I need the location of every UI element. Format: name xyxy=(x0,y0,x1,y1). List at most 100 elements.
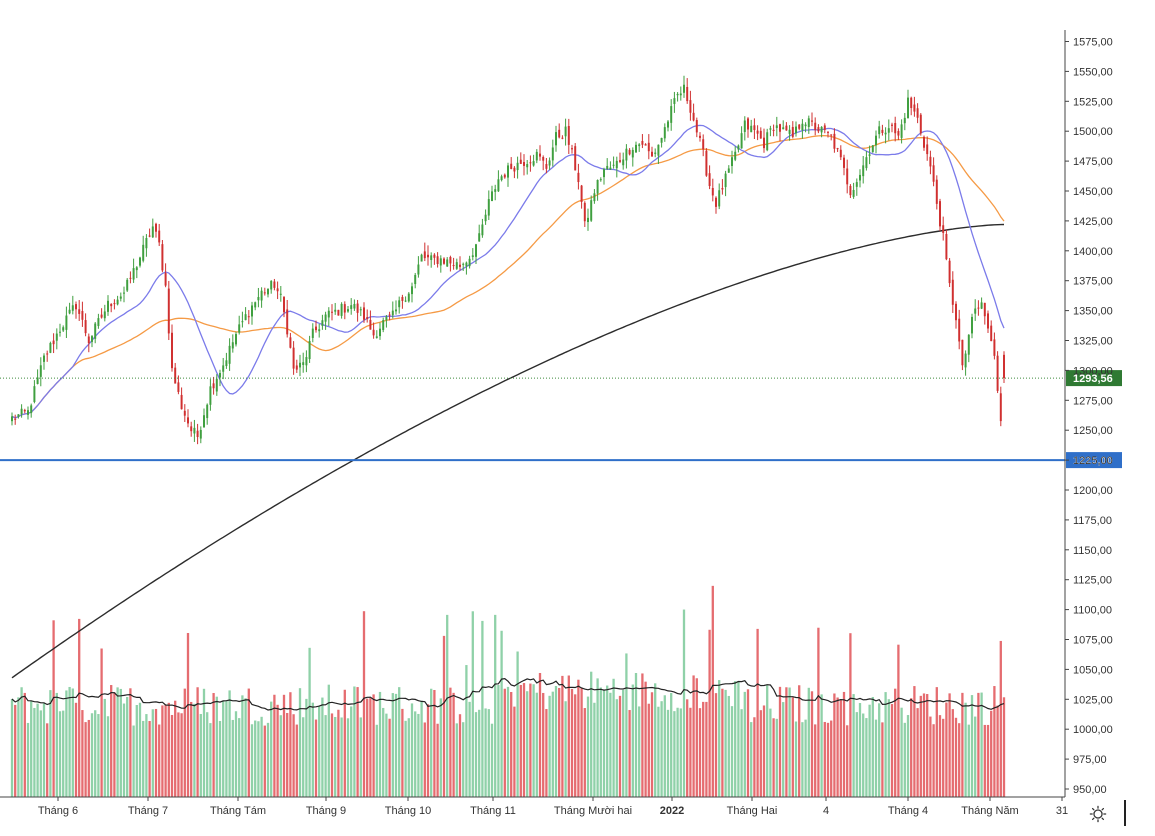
volume-bar xyxy=(260,716,263,797)
volume-bar xyxy=(250,724,254,797)
candle-body xyxy=(395,309,397,312)
candle-body xyxy=(619,160,621,162)
volume-bar xyxy=(449,687,452,797)
candle xyxy=(791,121,794,139)
candle xyxy=(331,304,333,321)
volume-bar xyxy=(532,684,535,797)
candle-body xyxy=(311,328,314,338)
volume-bar xyxy=(986,724,990,797)
volume-bar xyxy=(708,629,711,797)
candle-body xyxy=(414,274,417,285)
candle xyxy=(788,125,791,141)
candle-body xyxy=(996,355,999,391)
candle-body xyxy=(580,185,583,202)
volume-bar xyxy=(673,711,676,797)
candle-body xyxy=(667,121,669,128)
candle-body xyxy=(62,327,65,331)
candle-body xyxy=(676,93,679,96)
candle xyxy=(334,302,337,315)
candle-body xyxy=(161,244,164,271)
candle xyxy=(855,178,858,196)
volume-bar xyxy=(884,692,887,797)
volume-bar xyxy=(55,692,58,797)
candle-body xyxy=(743,120,746,132)
candle xyxy=(260,287,263,308)
candle xyxy=(503,173,506,179)
candle xyxy=(913,96,916,117)
volume-bar xyxy=(100,648,103,797)
volume-bar xyxy=(676,707,679,797)
candle-body xyxy=(881,129,884,133)
candle-body xyxy=(91,336,93,342)
candle-body xyxy=(801,123,804,131)
volume-bar xyxy=(868,704,871,797)
candle xyxy=(337,309,340,316)
candle-body xyxy=(871,145,874,153)
volume-bar xyxy=(359,717,362,797)
volume-bar xyxy=(270,701,273,797)
candle-body xyxy=(961,339,964,366)
volume-bar xyxy=(922,693,926,797)
volume-bar xyxy=(583,708,586,797)
candle-body xyxy=(292,347,295,369)
price-axis[interactable]: 950,00 975,00 1000,00 1025,00 1050,00 1075,00… xyxy=(1064,30,1113,797)
volume-bar xyxy=(823,721,826,797)
candle-body xyxy=(334,309,337,312)
candle xyxy=(193,419,196,442)
candle-body xyxy=(609,167,612,170)
volume-bar xyxy=(110,685,113,797)
candle xyxy=(97,313,100,329)
candle-body xyxy=(539,153,541,157)
candle xyxy=(225,352,228,369)
price-tick-label: 1475,00 xyxy=(1073,156,1113,168)
candle-body xyxy=(119,296,122,299)
time-axis[interactable]: Tháng 6 Tháng 7 Tháng Tám Tháng 9 Tháng 10 Th… xyxy=(0,796,1068,817)
candle xyxy=(977,300,980,316)
volume-bar xyxy=(385,713,388,797)
volume-bar xyxy=(967,724,970,797)
candle xyxy=(516,156,519,179)
candle xyxy=(577,163,580,190)
volume-bar xyxy=(900,707,903,797)
candle-body xyxy=(174,367,177,384)
volume-bar xyxy=(961,692,964,797)
volume-bar xyxy=(362,611,366,797)
candle xyxy=(167,280,170,341)
candle-body xyxy=(555,132,557,146)
candle xyxy=(78,300,81,321)
candlesticks xyxy=(11,75,1005,445)
candle xyxy=(75,301,77,319)
candle xyxy=(139,256,141,268)
price-tick-label: 1575,00 xyxy=(1073,37,1113,49)
candle xyxy=(417,256,420,278)
volume-bar xyxy=(743,691,746,797)
volume-bar xyxy=(596,678,599,797)
candle-body xyxy=(375,336,378,338)
candle xyxy=(747,117,749,138)
candle xyxy=(17,414,20,419)
candle-body xyxy=(756,130,759,134)
volume-bar xyxy=(164,704,167,797)
candle-body xyxy=(129,277,132,279)
volume-bar xyxy=(426,704,430,797)
candle xyxy=(823,123,826,134)
volume-bar xyxy=(279,715,282,797)
volume-bar xyxy=(366,698,369,797)
time-tick-label: Tháng 4 xyxy=(888,805,928,817)
candle xyxy=(535,149,538,164)
candle xyxy=(350,298,353,315)
volume-bar xyxy=(244,698,247,797)
candle-body xyxy=(884,132,887,135)
candle xyxy=(295,359,298,373)
volume-bar xyxy=(836,697,839,797)
candle-body xyxy=(769,128,772,130)
candle xyxy=(580,184,583,209)
candle xyxy=(129,271,132,284)
volume-bar xyxy=(804,719,807,797)
chart-settings-button[interactable] xyxy=(1082,800,1114,828)
volume-bar xyxy=(516,651,519,797)
candle xyxy=(398,296,401,314)
candle xyxy=(436,252,439,268)
volume-bar xyxy=(554,685,558,797)
